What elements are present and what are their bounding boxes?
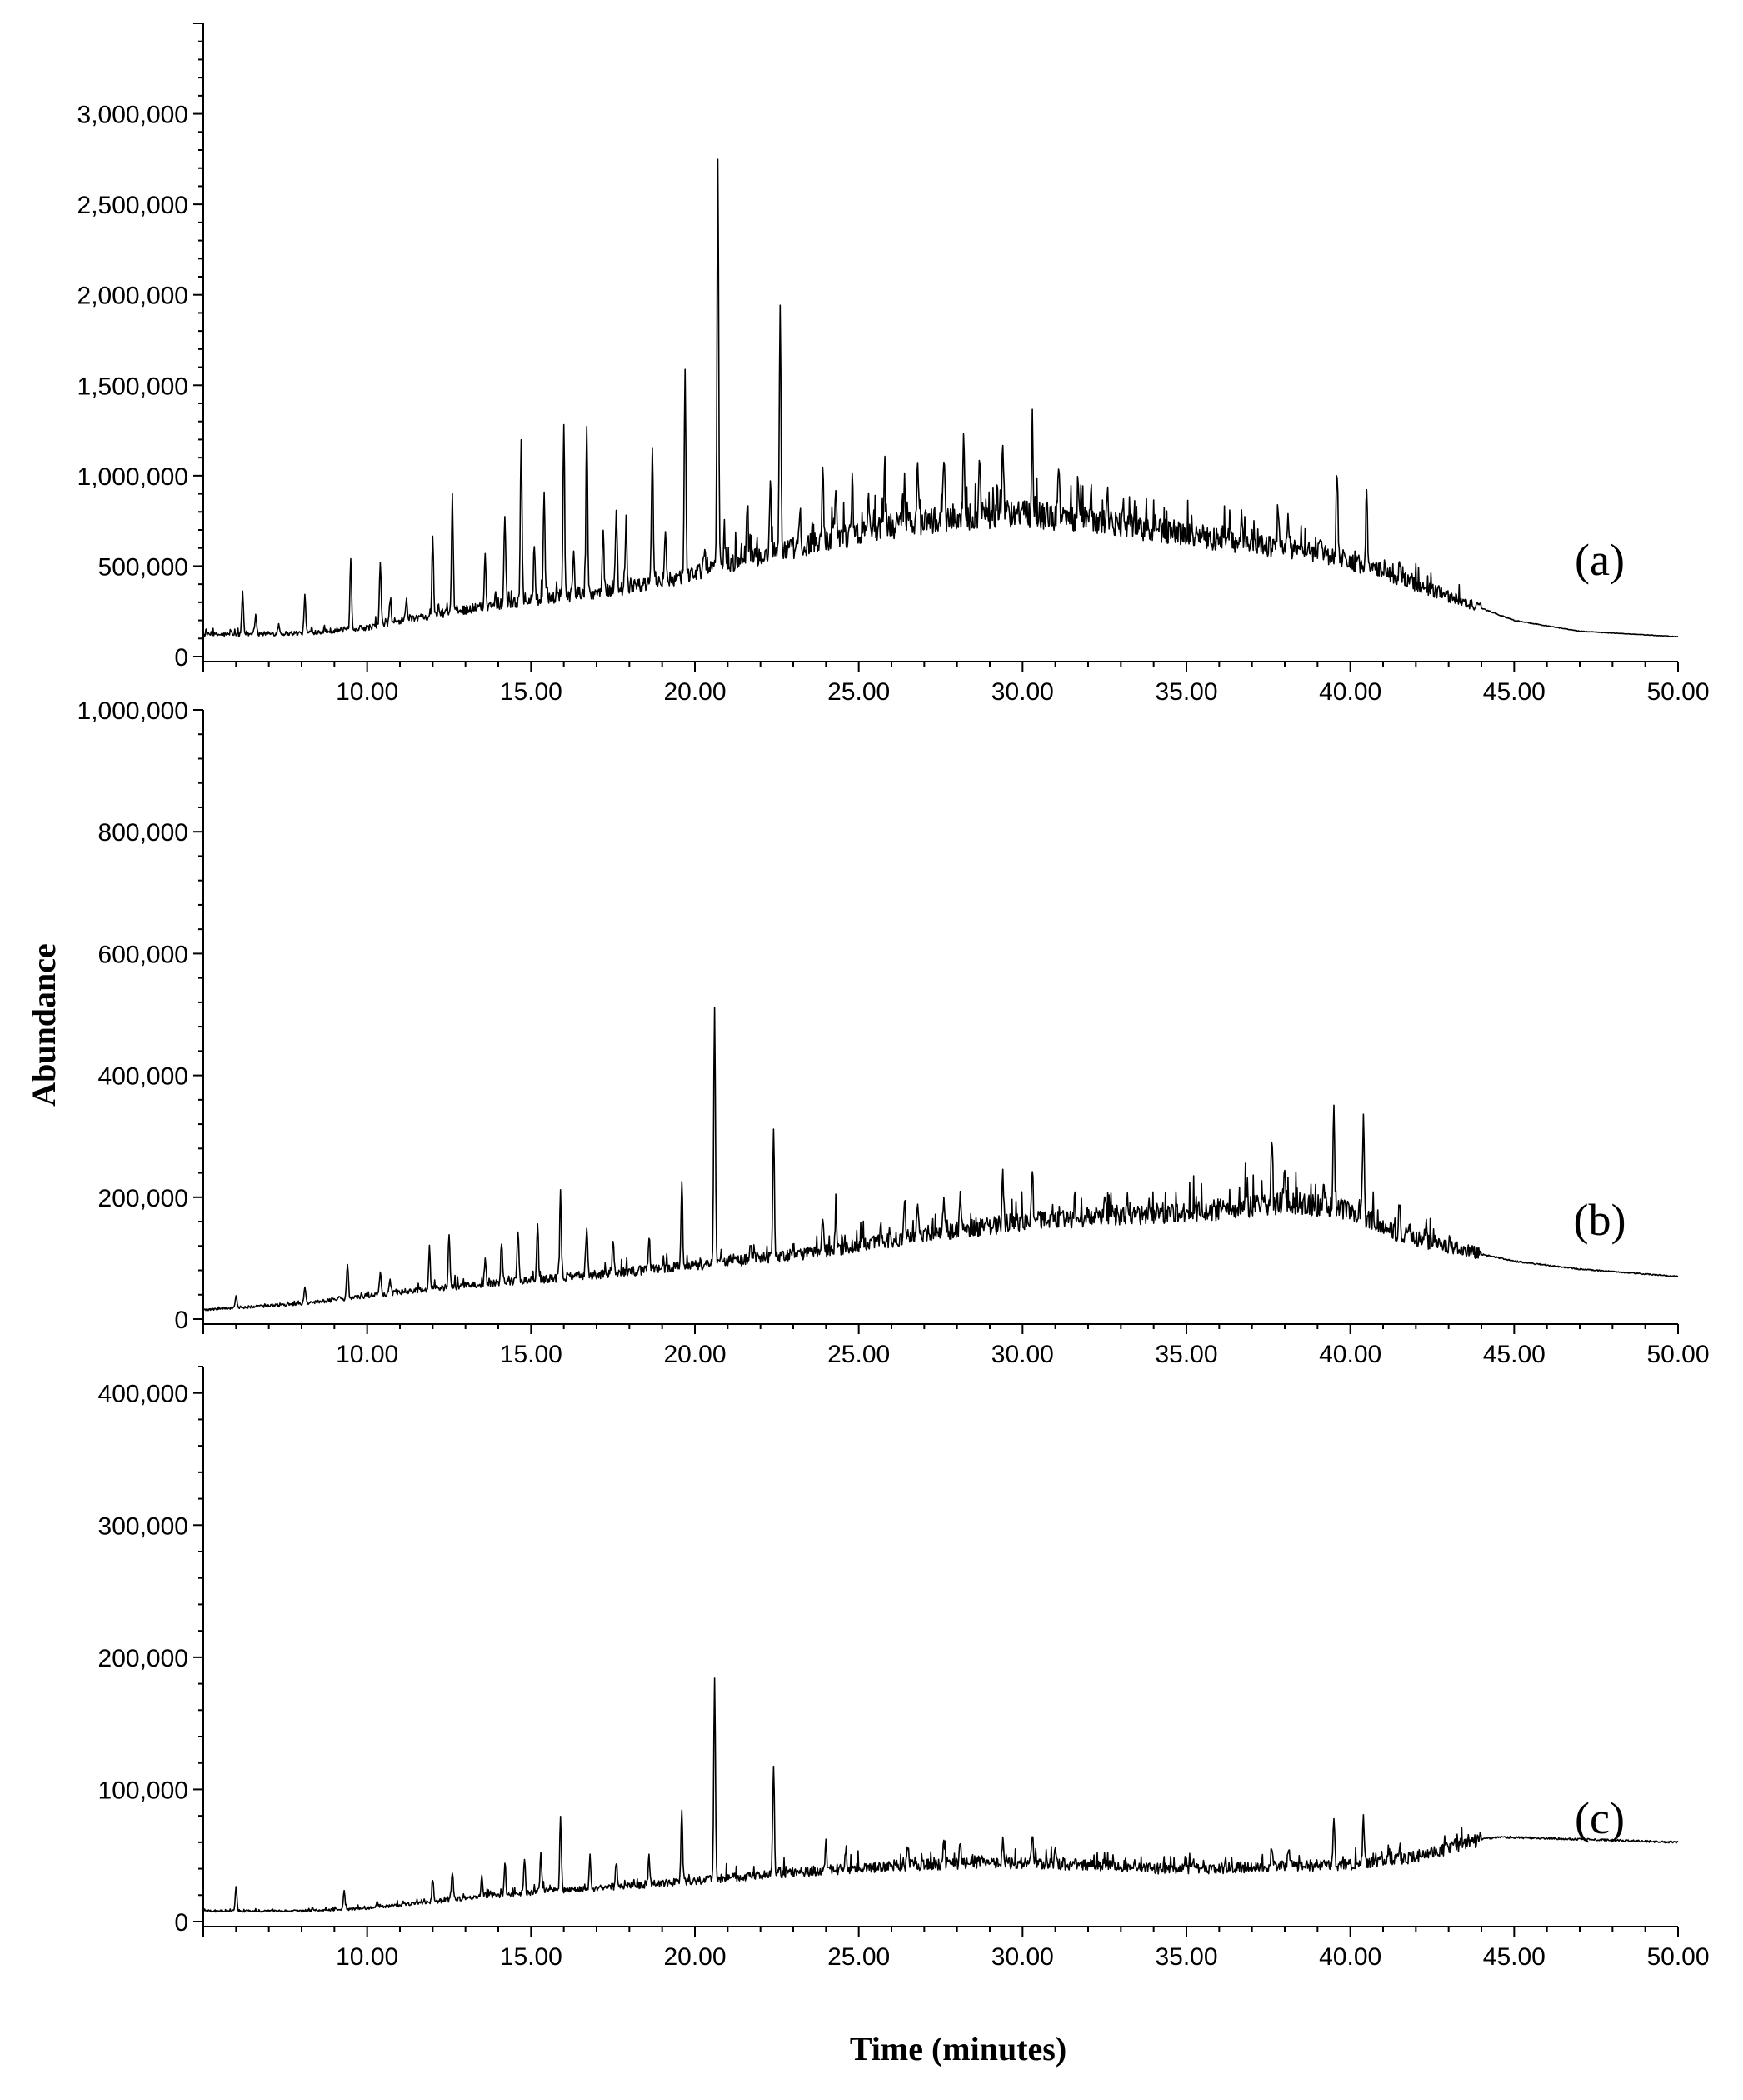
y-tick-label: 0 [174,1909,188,1937]
x-tick-label: 45.00 [1483,1341,1546,1368]
series-line-a [202,158,1679,638]
x-tick-label: 45.00 [1483,678,1546,706]
y-axis-title: Abundance [25,943,62,1107]
x-tick-label: 50.00 [1646,1341,1709,1368]
x-tick-label: 30.00 [991,678,1054,706]
x-axis-title: Time (minutes) [850,2030,1066,2068]
y-tick-label: 1,000,000 [77,463,188,491]
y-tick-label: 2,500,000 [77,192,188,219]
x-tick-label: 15.00 [500,1341,562,1368]
y-tick-label: 300,000 [98,1512,188,1540]
x-tick-label: 30.00 [991,1943,1054,1971]
y-tick-label: 0 [174,1307,188,1334]
y-tick-label: 1,500,000 [77,372,188,400]
x-tick-label: 10.00 [336,678,398,706]
y-tick-label: 400,000 [98,1063,188,1091]
y-tick-label: 600,000 [98,941,188,968]
x-tick-label: 45.00 [1483,1943,1546,1971]
y-tick-label: 100,000 [98,1777,188,1804]
y-tick-label: 200,000 [98,1185,188,1212]
x-tick-label: 10.00 [336,1341,398,1368]
x-tick-label: 40.00 [1319,1341,1381,1368]
panel-label-a: (a) [1575,535,1625,585]
y-tick-label: 400,000 [98,1381,188,1408]
x-tick-label: 40.00 [1319,678,1381,706]
x-tick-label: 30.00 [991,1341,1054,1368]
x-tick-label: 20.00 [663,1341,726,1368]
x-tick-label: 20.00 [663,1943,726,1971]
x-tick-label: 35.00 [1155,1943,1217,1971]
y-tick-label: 500,000 [98,553,188,581]
x-tick-label: 50.00 [1646,1943,1709,1971]
x-tick-label: 10.00 [336,1943,398,1971]
x-tick-label: 35.00 [1155,1341,1217,1368]
y-tick-label: 200,000 [98,1645,188,1672]
x-tick-label: 35.00 [1155,678,1217,706]
x-tick-label: 15.00 [500,1943,562,1971]
x-tick-label: 25.00 [827,678,890,706]
y-tick-label: 800,000 [98,819,188,847]
panel-label-b: (b) [1574,1195,1626,1245]
x-tick-label: 50.00 [1646,678,1709,706]
panel-label-c: (c) [1575,1793,1625,1843]
y-tick-label: 1,000,000 [77,698,188,725]
y-tick-label: 3,000,000 [77,102,188,129]
panel-a: 0 500,000 1,000,000 1,500,000 2,000,000 2,500… [77,22,1710,706]
panel-c: 0 100,000 200,000 300,000 400,000 10.00 15.00 2… [98,1366,1710,1971]
series-line-b [202,1007,1679,1312]
x-tick-label: 25.00 [827,1943,890,1971]
x-tick-label: 15.00 [500,678,562,706]
y-tick-label: 0 [174,644,188,672]
panel-b: 0 200,000 400,000 600,000 800,000 1,000,000 10… [77,698,1710,1368]
series-line-c [202,1678,1679,1913]
y-tick-label: 2,000,000 [77,282,188,310]
x-tick-label: 20.00 [663,678,726,706]
x-tick-label: 40.00 [1319,1943,1381,1971]
x-tick-label: 25.00 [827,1341,890,1368]
